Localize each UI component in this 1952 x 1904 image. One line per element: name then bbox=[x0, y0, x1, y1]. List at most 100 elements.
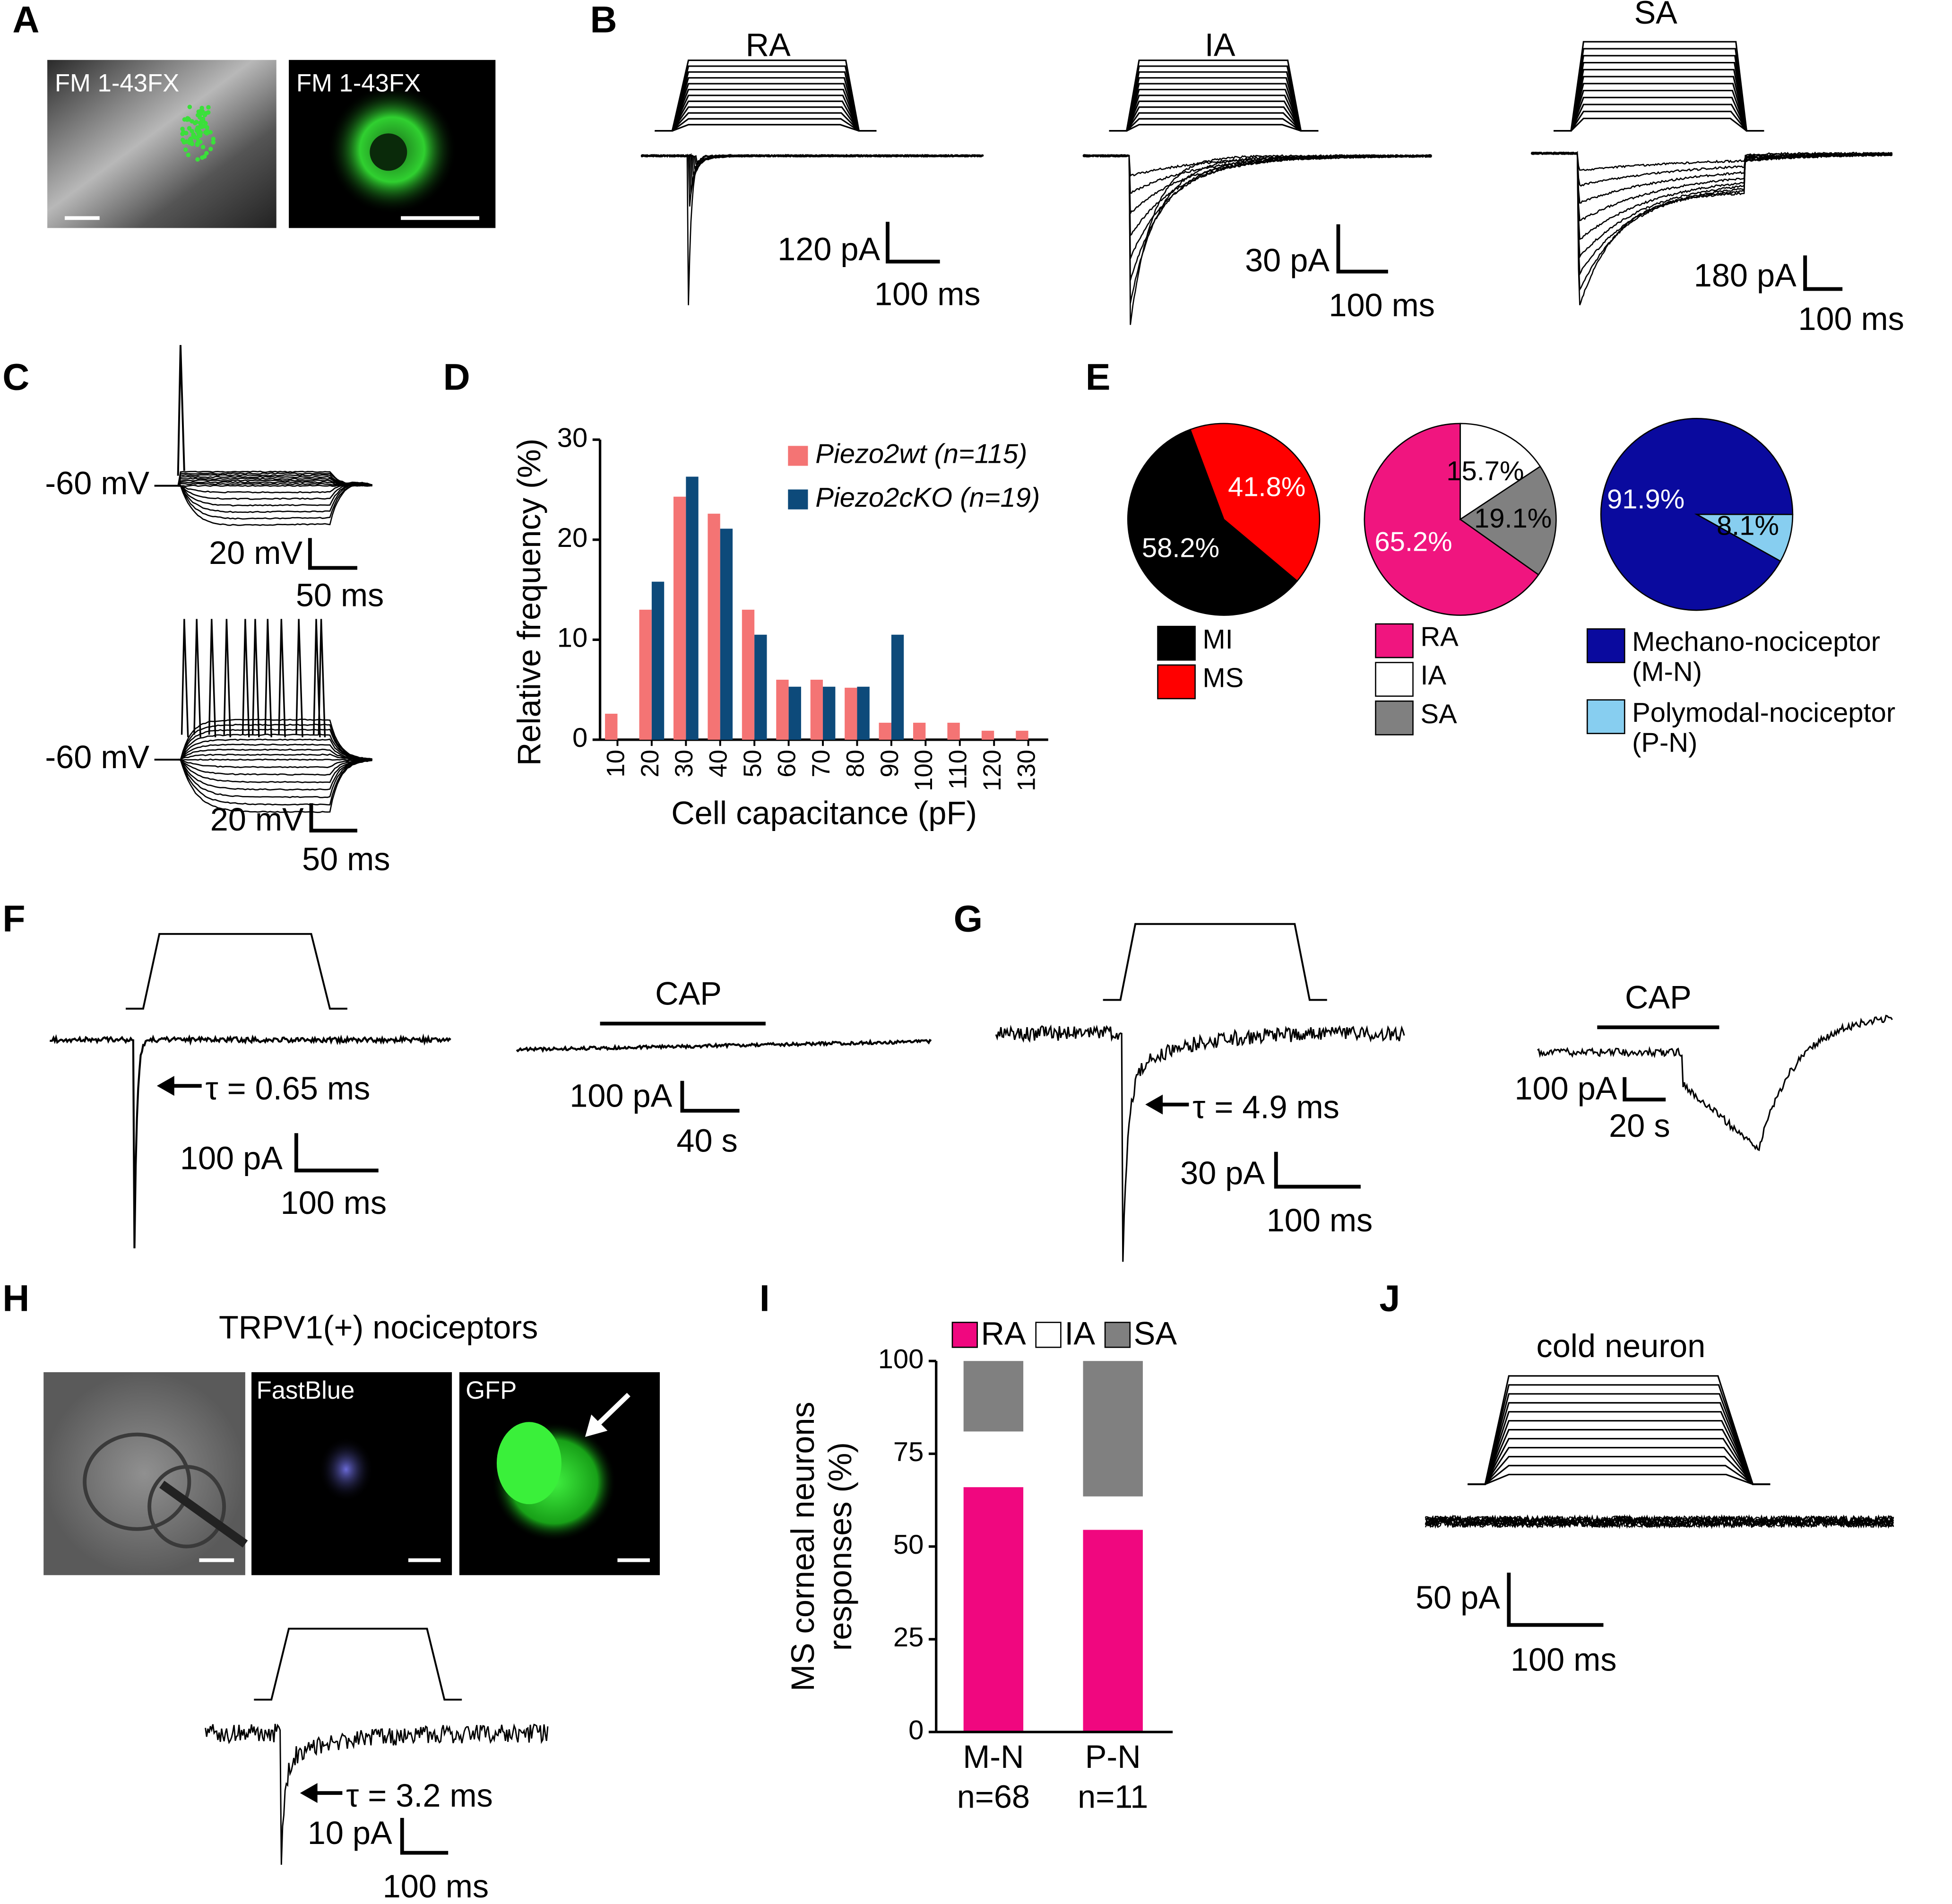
legend-swatch bbox=[1586, 699, 1625, 735]
trace bbox=[178, 758, 372, 806]
scale-label: 100 ms bbox=[1798, 301, 1904, 337]
trace bbox=[178, 758, 372, 776]
cell-stain bbox=[496, 1422, 561, 1505]
legend-label: MI bbox=[1202, 624, 1233, 655]
legend-swatch bbox=[1157, 664, 1196, 700]
arrow-head bbox=[1145, 1094, 1163, 1115]
y-axis-label: MS corneal neuronsresponses (%) bbox=[785, 1402, 858, 1691]
bar bbox=[686, 476, 699, 740]
trace bbox=[178, 483, 372, 526]
spike bbox=[251, 619, 260, 737]
trace bbox=[177, 483, 372, 487]
bar bbox=[810, 679, 823, 740]
fluorescent-dots bbox=[180, 104, 216, 162]
image-label: FM 1-43FX bbox=[296, 69, 421, 97]
baseline-label: -60 mV bbox=[45, 739, 149, 775]
y-axis-label: Relative frequency (%) bbox=[511, 439, 547, 766]
dot bbox=[185, 117, 190, 122]
panel-label: F bbox=[2, 897, 25, 939]
stimulus bbox=[1468, 1473, 1771, 1485]
legend-swatch bbox=[1035, 1322, 1062, 1348]
dot bbox=[202, 154, 207, 159]
arrow-head bbox=[585, 1414, 608, 1437]
y-tick-label: 100 bbox=[878, 1344, 924, 1375]
trace bbox=[178, 758, 372, 761]
scale-label: 40 s bbox=[676, 1122, 737, 1159]
panel-label: C bbox=[2, 356, 29, 398]
dot bbox=[204, 151, 209, 156]
bar bbox=[857, 686, 870, 740]
category-note: n=11 bbox=[1078, 1778, 1148, 1815]
trace bbox=[1531, 151, 1892, 277]
dot bbox=[203, 111, 208, 116]
scale-label: 30 pA bbox=[1245, 242, 1330, 278]
scale-bar bbox=[308, 538, 357, 570]
image-label: FastBlue bbox=[257, 1376, 355, 1404]
trace bbox=[177, 470, 372, 487]
dot bbox=[190, 119, 194, 124]
trace bbox=[178, 718, 372, 761]
arrow-head bbox=[300, 1783, 318, 1803]
stimulus bbox=[1103, 923, 1327, 1001]
legend-swatch bbox=[1586, 628, 1625, 663]
x-tick-label: 100 bbox=[910, 750, 938, 791]
legend-label: RA bbox=[1420, 622, 1459, 652]
trace-title: RA bbox=[746, 27, 791, 63]
trace bbox=[178, 723, 372, 761]
dot bbox=[188, 138, 193, 143]
bar-segment bbox=[963, 1487, 1024, 1732]
legend-swatch bbox=[951, 1322, 978, 1348]
dot bbox=[187, 126, 192, 131]
bar bbox=[708, 513, 720, 740]
x-tick-label: 80 bbox=[841, 750, 869, 778]
bar-segment bbox=[1083, 1530, 1143, 1732]
spike bbox=[264, 619, 272, 737]
trace bbox=[178, 759, 372, 791]
x-tick-label: 50 bbox=[739, 750, 767, 778]
image bbox=[47, 60, 276, 228]
category-note: n=68 bbox=[957, 1778, 1030, 1815]
panel-label: H bbox=[2, 1277, 29, 1319]
baseline-label: -60 mV bbox=[45, 465, 149, 502]
stimulus bbox=[254, 1627, 462, 1701]
x-tick-label: 70 bbox=[807, 750, 835, 778]
y-tick-label: 50 bbox=[893, 1530, 924, 1560]
panel-label: G bbox=[954, 897, 983, 939]
image-label: FM 1-43FX bbox=[55, 69, 179, 97]
panel-label: D bbox=[443, 356, 470, 398]
slice-label: 41.8% bbox=[1228, 472, 1305, 502]
nucleus bbox=[370, 133, 407, 171]
legend-swatch bbox=[1104, 1322, 1131, 1348]
x-tick-label: M-N bbox=[963, 1739, 1024, 1775]
legend-label: SA bbox=[1134, 1315, 1177, 1352]
scale-bar bbox=[1623, 1077, 1666, 1102]
panel-title: cold neuron bbox=[1536, 1328, 1705, 1364]
tau-label: τ = 3.2 ms bbox=[346, 1777, 493, 1814]
image-label: GFP bbox=[466, 1376, 517, 1404]
bar-segment bbox=[1083, 1361, 1143, 1497]
x-tick-label: 10 bbox=[602, 750, 630, 778]
cell-outline bbox=[147, 1465, 226, 1549]
legend-label: RA bbox=[981, 1315, 1026, 1352]
bar bbox=[742, 609, 755, 740]
legend-label: IA bbox=[1064, 1315, 1095, 1352]
scale-bar bbox=[1274, 1151, 1361, 1189]
trace bbox=[178, 728, 372, 761]
y-tick-label: 0 bbox=[908, 1715, 924, 1745]
y-tick-label: 0 bbox=[572, 723, 587, 753]
bar bbox=[788, 686, 801, 740]
scale-label: 100 ms bbox=[383, 1868, 489, 1904]
bar bbox=[1016, 730, 1028, 740]
slice-label: 91.9% bbox=[1607, 484, 1684, 514]
dot bbox=[186, 153, 191, 157]
spike bbox=[177, 345, 185, 476]
trace bbox=[178, 483, 372, 520]
pie-slice bbox=[1460, 423, 1541, 521]
micrograph bbox=[47, 60, 496, 228]
scale-label: 100 ms bbox=[874, 276, 981, 312]
dot bbox=[198, 139, 203, 144]
pie-slice bbox=[1364, 423, 1540, 616]
dot bbox=[200, 145, 206, 149]
x-tick-label: 20 bbox=[636, 750, 664, 778]
